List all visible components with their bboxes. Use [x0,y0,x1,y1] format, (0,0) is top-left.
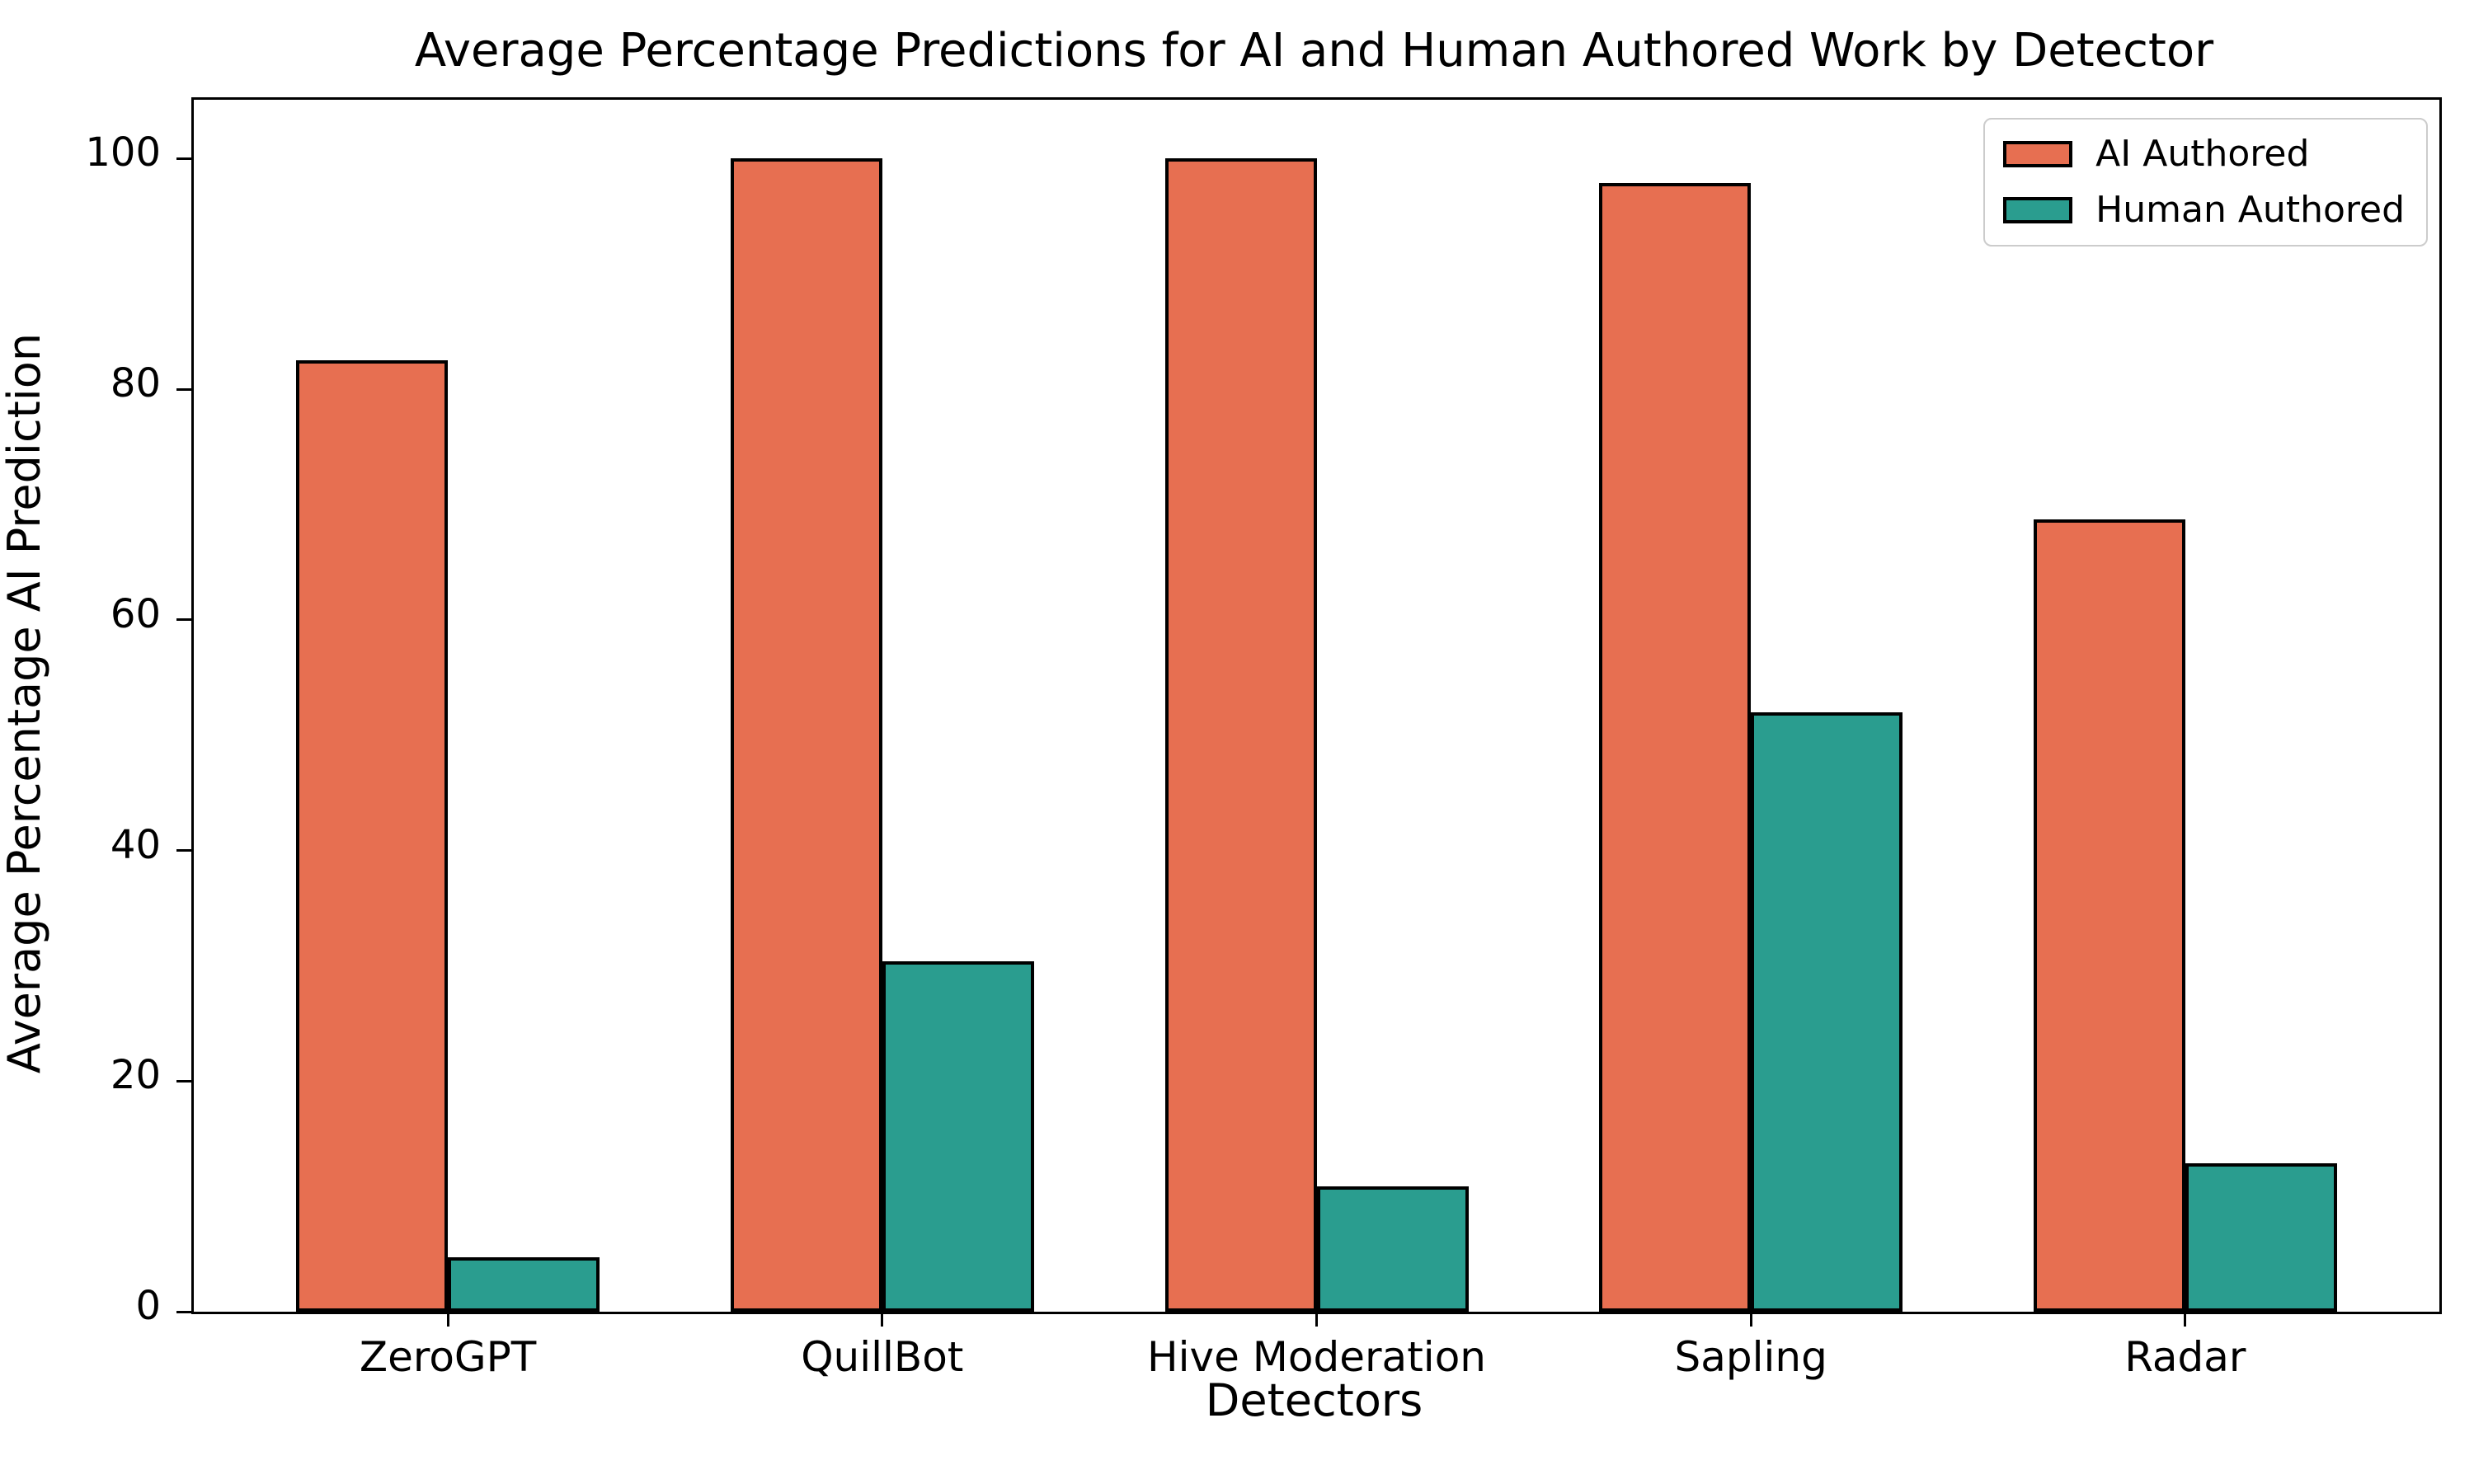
y-tick-label: 20 [110,1052,161,1099]
bar-human-authored-quillbot [882,960,1034,1312]
bar-human-authored-hive-moderation [1316,1186,1469,1312]
bar-human-authored-radar [2185,1162,2337,1312]
legend-entry-ai-authored: AI Authored [2003,136,2405,172]
y-tick-mark [176,849,191,852]
y-tick-label: 80 [110,360,161,407]
x-tick-mark [1749,1312,1752,1327]
legend-entry-human-authored: Human Authored [2003,192,2405,228]
y-tick-label: 40 [110,821,161,868]
y-tick-label: 100 [85,129,161,176]
y-tick-mark [176,618,191,622]
bar-ai-authored-sapling [1599,182,1752,1312]
legend-label: Human Authored [2095,189,2405,231]
bar-ai-authored-hive-moderation [1164,158,1317,1312]
x-tick-label-zerogpt: ZeroGPT [359,1333,537,1381]
y-tick-label: 0 [135,1283,161,1329]
y-tick-label: 60 [110,590,161,637]
x-tick-mark [881,1312,884,1327]
x-tick-label-radar: Radar [2124,1333,2246,1381]
y-tick-mark [176,1079,191,1082]
x-tick-label-quillbot: QuillBot [801,1333,964,1381]
x-tick-label-hive-moderation: Hive Moderation [1147,1333,1486,1381]
legend: AI Authored Human Authored [1983,118,2428,247]
legend-label: AI Authored [2095,133,2310,175]
legend-swatch [2003,197,2073,223]
chart-title: Average Percentage Predictions for AI an… [414,24,2214,77]
bar-ai-authored-zerogpt [296,360,449,1312]
y-tick-mark [176,387,191,391]
x-tick-mark [446,1312,449,1327]
bar-human-authored-zerogpt [448,1257,600,1312]
y-tick-mark [176,157,191,160]
x-tick-label-sapling: Sapling [1674,1333,1827,1381]
bar-human-authored-sapling [1751,711,1903,1312]
bar-ai-authored-radar [2033,519,2185,1312]
x-axis-label: Detectors [1205,1374,1423,1426]
y-axis-label: Average Percentage AI Prediction [0,332,50,1074]
y-tick-mark [176,1310,191,1313]
plot-area: 0 20 40 60 80 100 ZeroGPT QuillBot Hive Moderati… [85,97,2442,1378]
x-tick-mark [2184,1312,2187,1327]
x-tick-mark [1315,1312,1318,1327]
bar-ai-authored-quillbot [730,158,882,1312]
legend-swatch [2003,141,2073,167]
